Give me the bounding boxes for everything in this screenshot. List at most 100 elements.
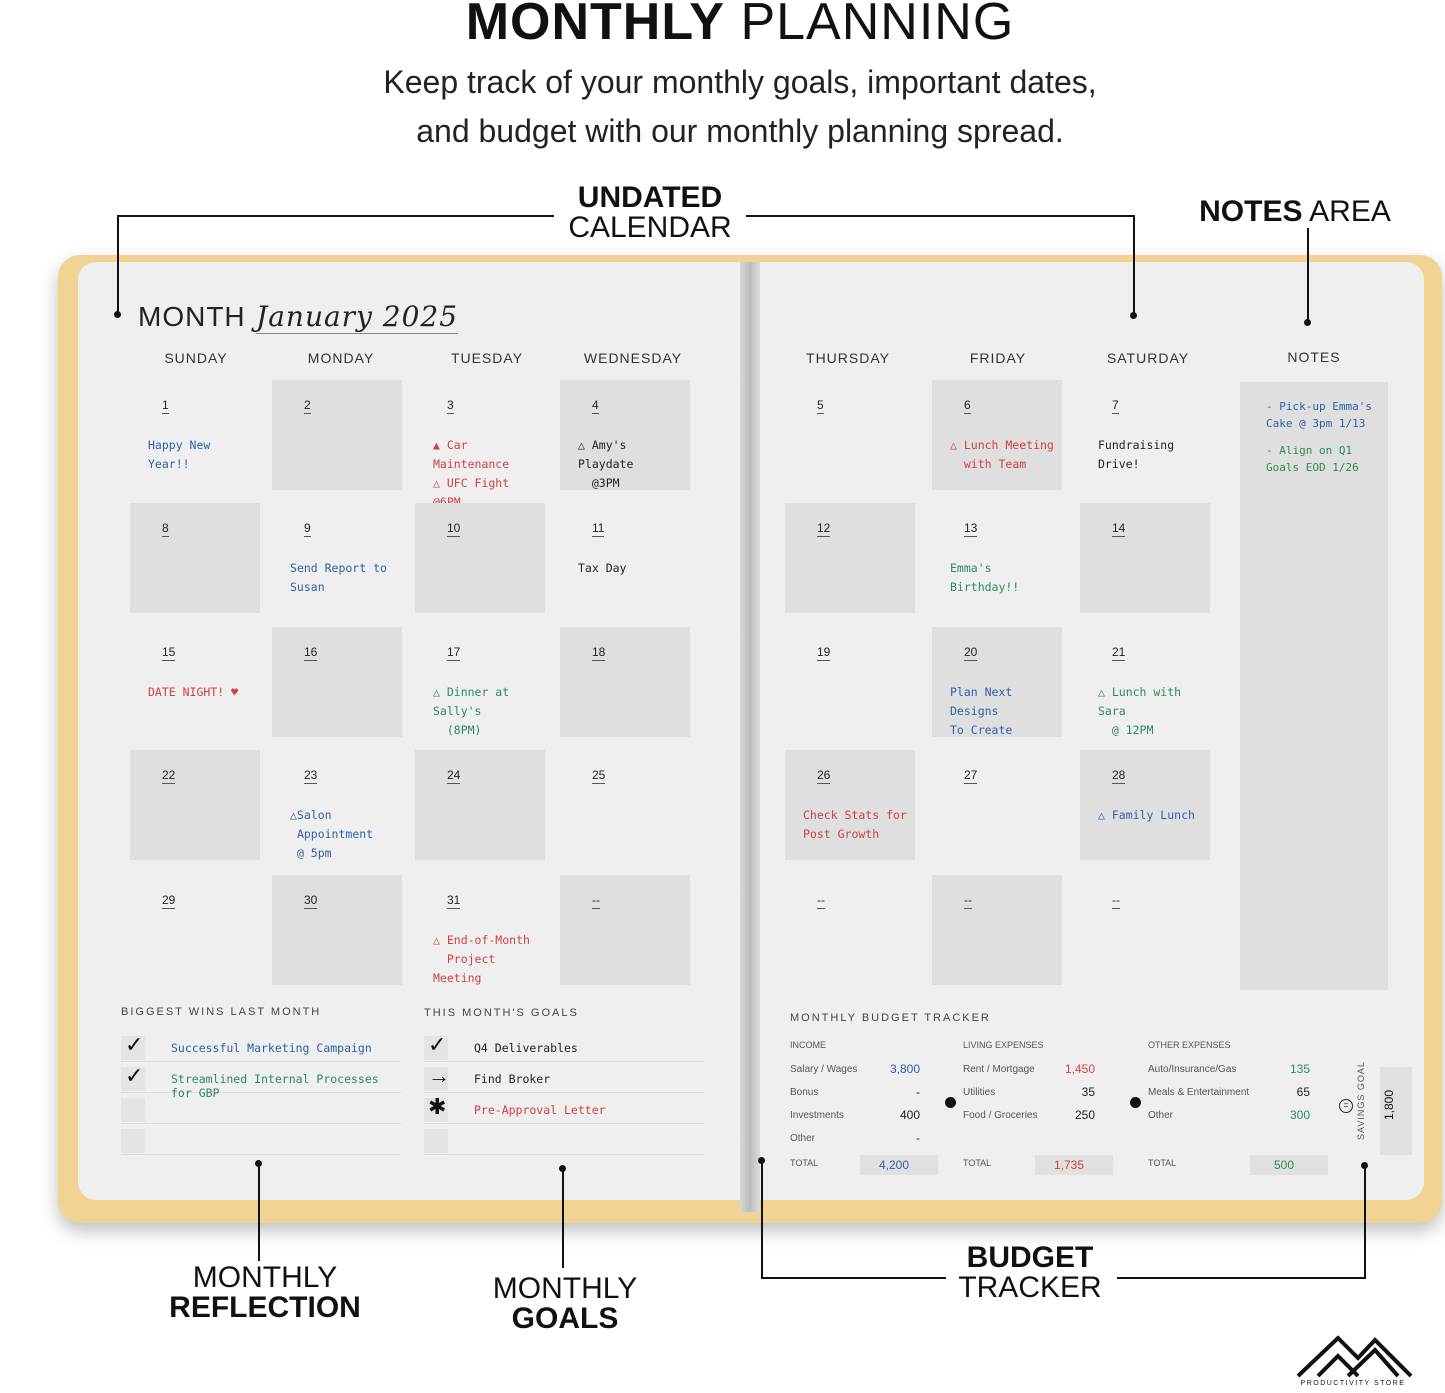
day-number: -- bbox=[817, 893, 825, 909]
calendar-event: Fundraising Drive! bbox=[1098, 438, 1182, 471]
budget-title: MONTHLY BUDGET TRACKER bbox=[790, 1012, 991, 1024]
bullet-mark-icon: ✓ bbox=[125, 1063, 144, 1088]
calendar-day-cell[interactable]: 11 Tax Day bbox=[560, 503, 690, 613]
savings-goal-label: SAVINGS GOAL bbox=[1356, 1061, 1366, 1140]
day-number: -- bbox=[1112, 893, 1120, 909]
page-title: MONTHLY PLANNING bbox=[465, 0, 1015, 51]
income-label: INCOME bbox=[790, 1040, 826, 1050]
calendar-day-cell[interactable]: 18 bbox=[560, 627, 690, 737]
day-header-tuesday: TUESDAY bbox=[450, 350, 524, 366]
day-number: 26 bbox=[817, 768, 831, 784]
month-heading: MONTH January 2025 bbox=[138, 300, 459, 334]
calendar-day-cell[interactable]: 5 bbox=[785, 380, 915, 490]
day-number: 25 bbox=[592, 768, 606, 784]
calendar-day-cell[interactable]: -- bbox=[785, 875, 915, 985]
day-number: 23 bbox=[304, 768, 318, 784]
calendar-day-cell[interactable]: 13 Emma's Birthday!! bbox=[932, 503, 1062, 613]
callout-monthly-goals: MONTHLY GOALS bbox=[492, 1272, 638, 1335]
other-row-value[interactable]: 65 bbox=[1296, 1085, 1310, 1099]
calendar-day-cell[interactable]: 29 bbox=[130, 875, 260, 985]
calendar-day-cell[interactable]: 25 bbox=[560, 750, 690, 860]
goals-list-item[interactable]: → Find Broker bbox=[424, 1063, 704, 1093]
calendar-day-cell[interactable]: -- bbox=[932, 875, 1062, 985]
calendar-day-cell[interactable]: 31 △ End-of-Month Project Meeting bbox=[415, 875, 545, 985]
wins-list-item[interactable] bbox=[121, 1094, 401, 1124]
checkbox[interactable] bbox=[424, 1129, 448, 1153]
calendar-day-cell[interactable]: 7 Fundraising Drive! bbox=[1080, 380, 1210, 490]
living-row-value[interactable]: 35 bbox=[1081, 1085, 1095, 1099]
living-row-value[interactable]: 250 bbox=[1074, 1108, 1095, 1122]
checkbox[interactable] bbox=[121, 1036, 145, 1060]
income-row-value[interactable]: 3,800 bbox=[889, 1062, 920, 1076]
calendar-day-cell[interactable]: 30 bbox=[272, 875, 402, 985]
day-header-monday: MONDAY bbox=[307, 350, 375, 366]
mountain-logo-icon bbox=[1296, 1335, 1413, 1378]
calendar-day-cell[interactable]: 15 DATE NIGHT! ♥ bbox=[130, 627, 260, 737]
calendar-day-cell[interactable]: 3 ▲ Car Maintenance △ UFC Fight @6PM bbox=[415, 380, 545, 509]
calendar-day-cell[interactable]: 16 bbox=[272, 627, 402, 737]
goals-list-item[interactable]: ✱ Pre-Approval Letter bbox=[424, 1094, 704, 1124]
calendar-day-cell[interactable]: 21 △ Lunch with Sara @ 12PM bbox=[1080, 627, 1210, 737]
calendar-day-cell[interactable]: 4 △ Amy's Playdate @3PM bbox=[560, 380, 690, 490]
income-row-label: Investments bbox=[790, 1110, 844, 1121]
calendar-day-cell[interactable]: 17 △ Dinner at Sally's (8PM) bbox=[415, 627, 545, 737]
checkbox[interactable] bbox=[424, 1067, 448, 1091]
checkbox[interactable] bbox=[121, 1129, 145, 1153]
callout-line bbox=[1133, 215, 1135, 315]
goals-list-item[interactable]: ✓ Q4 Deliverables bbox=[424, 1032, 704, 1062]
calendar-day-cell[interactable]: 9 Send Report to Susan bbox=[272, 503, 402, 613]
note-item: - Pick-up Emma's Cake @ 3pm 1/13 bbox=[1266, 400, 1372, 430]
calendar-day-cell[interactable]: 24 bbox=[415, 750, 545, 860]
checkbox[interactable] bbox=[424, 1098, 448, 1122]
calendar-day-cell[interactable]: 26 Check Stats for Post Growth bbox=[785, 750, 915, 860]
income-row-label: Other bbox=[790, 1133, 816, 1144]
wins-list-item[interactable]: ✓ Successful Marketing Campaign bbox=[121, 1032, 401, 1062]
calendar-day-cell[interactable]: 10 bbox=[415, 503, 545, 613]
calendar-day-cell[interactable]: 19 bbox=[785, 627, 915, 737]
book-spine bbox=[740, 262, 760, 1212]
goals-item-text: Q4 Deliverables bbox=[474, 1041, 578, 1055]
day-number: 13 bbox=[964, 521, 978, 537]
day-number: 17 bbox=[447, 645, 461, 661]
calendar-day-cell[interactable]: 27 bbox=[932, 750, 1062, 860]
calendar-day-cell[interactable]: 6 △ Lunch Meeting with Team bbox=[932, 380, 1062, 490]
living-row-value[interactable]: 1,450 bbox=[1064, 1062, 1095, 1076]
other-row-value[interactable]: 135 bbox=[1289, 1062, 1310, 1076]
calendar-event: Happy New Year!! bbox=[148, 438, 218, 471]
income-row-value[interactable]: - bbox=[916, 1131, 920, 1145]
income-row-value[interactable]: 400 bbox=[899, 1108, 920, 1122]
calendar-day-cell[interactable]: 2 bbox=[272, 380, 402, 490]
calendar-day-cell[interactable]: 28 △ Family Lunch bbox=[1080, 750, 1210, 860]
calendar-event: DATE NIGHT! ♥ bbox=[148, 685, 239, 699]
income-total-label: TOTAL bbox=[790, 1158, 819, 1168]
other-row-value[interactable]: 300 bbox=[1289, 1108, 1310, 1122]
checkbox[interactable] bbox=[121, 1067, 145, 1091]
calendar-day-cell[interactable]: -- bbox=[1080, 875, 1210, 985]
other-row-label: Meals & Entertainment bbox=[1148, 1087, 1250, 1098]
day-number: 22 bbox=[162, 768, 176, 784]
equals-icon: = bbox=[1339, 1099, 1353, 1113]
day-number: 12 bbox=[817, 521, 831, 537]
wins-list-item[interactable]: ✓ Streamlined Internal Processes for GBP bbox=[121, 1063, 401, 1100]
checkbox[interactable] bbox=[121, 1098, 145, 1122]
calendar-day-cell[interactable]: 22 bbox=[130, 750, 260, 860]
calendar-event: Tax Day bbox=[578, 561, 627, 575]
calendar-day-cell[interactable]: 20 Plan Next Designs To Create bbox=[932, 627, 1062, 737]
calendar-day-cell[interactable]: 8 bbox=[130, 503, 260, 613]
calendar-day-cell[interactable]: 14 bbox=[1080, 503, 1210, 613]
checkbox[interactable] bbox=[424, 1036, 448, 1060]
callout-notes-area: NOTES AREA bbox=[1199, 195, 1391, 228]
calendar-day-cell[interactable]: 1 Happy New Year!! bbox=[130, 380, 260, 490]
callout-line bbox=[761, 1160, 763, 1279]
day-number: 18 bbox=[592, 645, 606, 661]
day-number: 3 bbox=[447, 398, 454, 414]
wins-list-item[interactable] bbox=[121, 1125, 401, 1155]
goals-list-item[interactable] bbox=[424, 1125, 704, 1155]
calendar-event: △ Amy's Playdate @3PM bbox=[578, 438, 634, 490]
calendar-day-cell[interactable]: -- bbox=[560, 875, 690, 985]
minus-icon bbox=[945, 1097, 956, 1108]
calendar-day-cell[interactable]: 12 bbox=[785, 503, 915, 613]
bullet-mark-icon: ✓ bbox=[125, 1032, 144, 1057]
calendar-day-cell[interactable]: 23 △Salon Appointment @ 5pm bbox=[272, 750, 402, 860]
income-row-value[interactable]: - bbox=[916, 1085, 920, 1099]
